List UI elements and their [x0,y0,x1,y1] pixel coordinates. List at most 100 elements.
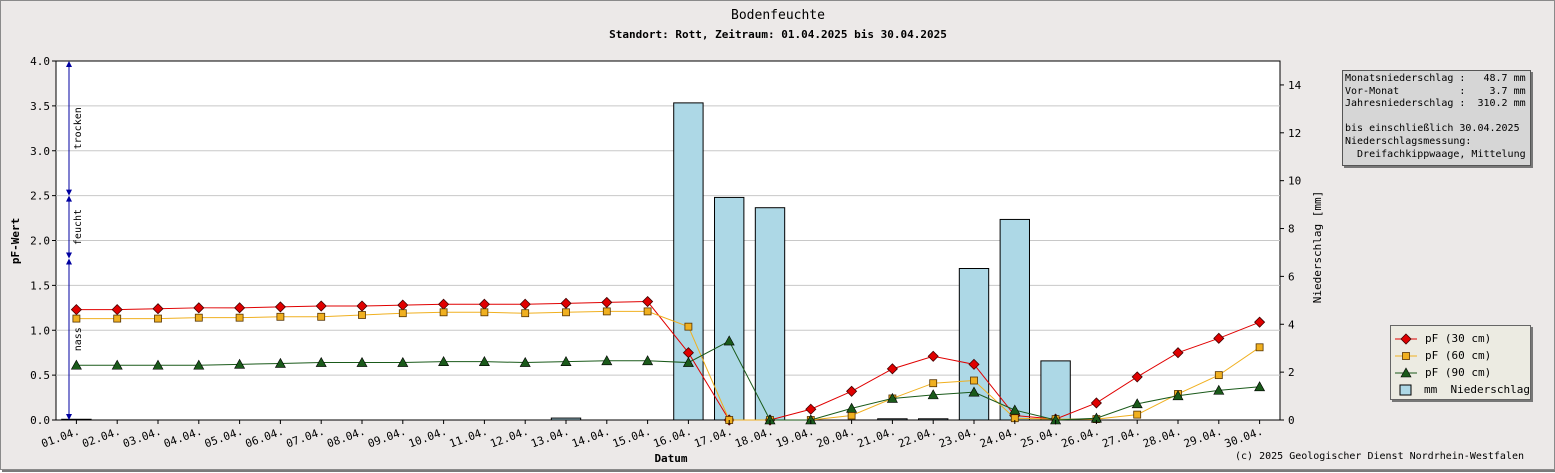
x-tick-label: 05.04. [203,425,245,451]
x-tick-label: 10.04. [407,425,449,451]
precipitation-bar [958,268,990,421]
data-point [927,389,939,400]
grid-lines [56,105,1280,376]
zone-arrow-head-up [66,258,72,265]
y-left-tick-label: 0.5 [30,369,50,382]
data-point [970,376,978,385]
precipitation-bar [61,418,92,421]
y-left-tick-label: 2.0 [30,235,50,248]
precipitation-bar [999,218,1030,421]
y-right-tick-label: 10 [1288,175,1301,188]
info-line: Monatsniederschlag : 48.7 mm [1345,73,1526,84]
y-right-tick-label: 6 [1288,270,1295,283]
data-point [1254,316,1266,328]
x-tick-label: 20.04. [815,425,857,451]
precipitation-bars [61,102,1071,421]
x-axis-label: Datum [654,452,687,465]
data-point [478,356,490,366]
y-right-tick-label: 0 [1288,414,1295,427]
data-point [356,356,368,367]
data-point [317,312,326,321]
x-tick-label: 29.04. [1182,425,1224,451]
x-tick-label: 16.04. [652,425,694,451]
data-point [562,308,570,317]
y-axis-left-label: pF-Wert [9,218,22,264]
x-tick-label: 27.04. [1100,425,1142,451]
zone-arrow-head-down [66,414,72,420]
legend-label: pF (60 cm) [1425,349,1492,362]
legend-item: mm Niederschlag [1391,381,1530,398]
x-tick-label: 06.04. [244,425,286,451]
data-point [560,297,572,309]
data-point [70,304,82,316]
series-line [76,301,1260,421]
legend: pF (30 cm) pF (60 cm) pF (90 cm) mm Nieders… [1390,325,1531,400]
data-point [356,300,368,312]
data-point [642,295,654,308]
data-point [234,302,246,314]
info-line: Vor-Monat : 3.7 mm [1345,85,1526,97]
data-point [1131,371,1143,383]
x-tick-label: 19.04. [774,425,816,451]
data-point [111,304,123,316]
chart-subtitle: Standort: Rott, Zeitraum: 01.04.2025 bis… [609,28,947,41]
x-tick-label: 08.04. [325,425,367,451]
data-point [480,308,489,317]
data-point [111,359,123,370]
data-point [70,359,82,370]
data-point [315,356,327,367]
x-tick-label: 03.04. [121,425,163,451]
precipitation-bar [714,196,745,421]
data-point [1009,404,1021,415]
x-tick-label: 01.04. [40,425,82,451]
data-point [358,311,366,319]
precipitation-bar [918,418,949,421]
data-point [846,385,858,397]
data-point [602,307,611,316]
data-point [235,313,244,322]
data-point [72,314,81,323]
y-right-tick-label: 8 [1288,223,1295,236]
data-point [846,402,858,413]
data-point [643,307,652,316]
data-point [723,335,735,346]
y-left-tick-label: 1.5 [30,279,50,292]
series-line [76,340,1260,421]
y-right-tick-label: 4 [1288,318,1295,331]
y-axis-left: 0.0 0.5 1.0 1.5 2.0 2.5 3.0 3.5 4.0 [30,55,56,427]
data-point [886,363,898,375]
data-point [193,302,205,314]
precipitation-bar [877,418,908,421]
data-point [1131,398,1143,409]
legend-symbol [1395,351,1417,360]
x-axis: 01.04. 02.04. 03.04. 04.04. 05.04. 06.04. 07.0… [40,420,1265,450]
x-tick-label: 04.04. [162,425,204,451]
precipitation-bar [1040,360,1071,421]
legend-symbol [1395,366,1417,377]
data-point [684,322,693,331]
data-point [642,355,654,366]
info-line [1345,111,1530,124]
x-tick-label: 17.04. [692,425,734,451]
legend-label: pF (30 cm) [1425,332,1492,345]
data-point [886,392,898,403]
legend-marker [1400,332,1412,345]
data-point [519,298,531,310]
data-point [560,356,572,366]
x-tick-label: 25.04. [1019,425,1061,451]
moisture-zones: nass feucht trocken [66,61,84,420]
data-point [1213,332,1225,344]
info-line: Jahresniederschlag : 310.2 mm [1345,98,1526,110]
data-point [274,301,286,313]
data-point [1214,371,1223,380]
zone-arrow-head-down [66,189,72,196]
x-tick-label: 11.04. [448,425,490,451]
series-line [76,310,1260,421]
precipitation-bar [754,207,786,421]
zone-arrow-head-down [66,252,72,259]
data-point [968,386,980,397]
x-tick-label: 12.04. [488,425,530,451]
legend-item: pF (30 cm) [1391,330,1530,347]
